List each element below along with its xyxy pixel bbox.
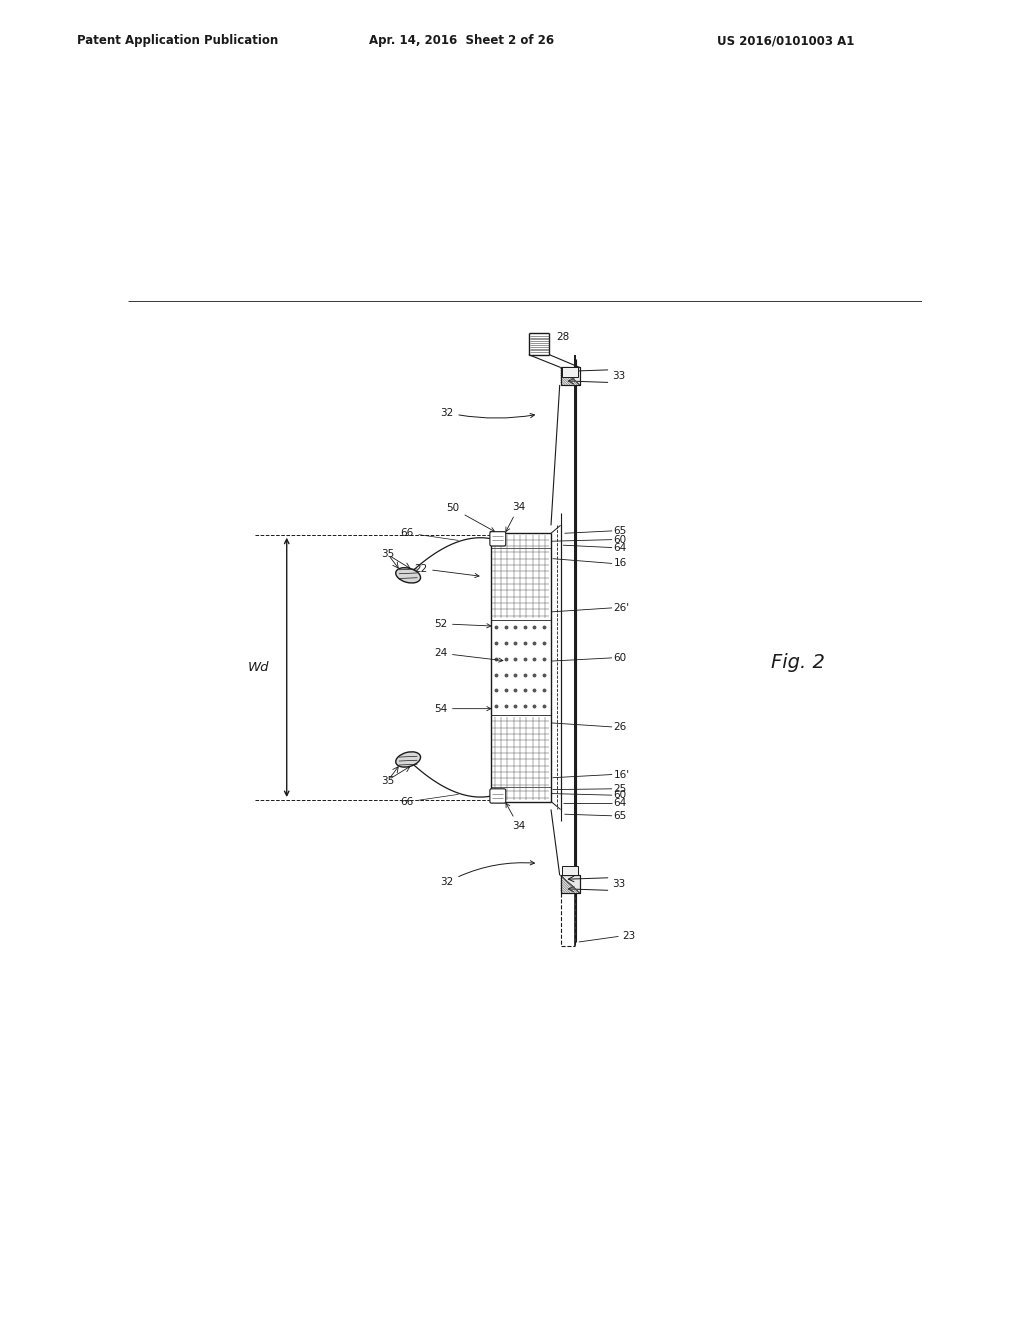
Bar xyxy=(562,367,578,378)
Text: 35: 35 xyxy=(381,549,394,558)
Text: 16: 16 xyxy=(613,558,627,569)
FancyBboxPatch shape xyxy=(489,789,506,803)
Text: 26: 26 xyxy=(613,722,627,731)
Text: 52: 52 xyxy=(434,619,490,628)
Bar xyxy=(562,866,578,875)
Bar xyxy=(560,367,580,385)
Text: Apr. 14, 2016  Sheet 2 of 26: Apr. 14, 2016 Sheet 2 of 26 xyxy=(369,34,554,48)
Text: 60: 60 xyxy=(613,535,627,545)
Text: Fig. 2: Fig. 2 xyxy=(771,653,824,672)
Text: 66: 66 xyxy=(400,528,459,540)
Text: Wd: Wd xyxy=(248,661,269,675)
Ellipse shape xyxy=(395,568,421,583)
Text: 66: 66 xyxy=(400,795,459,807)
Text: 60: 60 xyxy=(613,791,627,800)
Text: US 2016/0101003 A1: US 2016/0101003 A1 xyxy=(717,34,854,48)
Text: 65: 65 xyxy=(613,525,627,536)
Text: 23: 23 xyxy=(623,932,636,941)
Text: 35: 35 xyxy=(381,776,394,787)
Text: 32: 32 xyxy=(440,861,535,887)
Text: 64: 64 xyxy=(613,543,627,553)
Text: 34: 34 xyxy=(506,803,525,832)
Text: 28: 28 xyxy=(556,333,569,342)
Text: 25: 25 xyxy=(613,784,627,793)
Text: 54: 54 xyxy=(434,704,490,714)
Bar xyxy=(560,875,580,892)
Text: 65: 65 xyxy=(613,810,627,821)
FancyBboxPatch shape xyxy=(489,532,506,546)
Text: 50: 50 xyxy=(446,503,495,532)
Text: 22: 22 xyxy=(414,564,479,578)
Text: Patent Application Publication: Patent Application Publication xyxy=(77,34,279,48)
Bar xyxy=(560,367,580,385)
Text: 16': 16' xyxy=(613,770,630,780)
Text: 60: 60 xyxy=(613,653,627,663)
Text: 33: 33 xyxy=(612,879,626,890)
Text: 32: 32 xyxy=(440,408,535,418)
Bar xyxy=(560,875,580,892)
Text: 24: 24 xyxy=(434,648,503,663)
Ellipse shape xyxy=(395,752,421,767)
Text: 26': 26' xyxy=(613,603,630,612)
Text: 34: 34 xyxy=(506,502,525,532)
Text: 33: 33 xyxy=(612,371,626,381)
Text: 64: 64 xyxy=(613,799,627,808)
